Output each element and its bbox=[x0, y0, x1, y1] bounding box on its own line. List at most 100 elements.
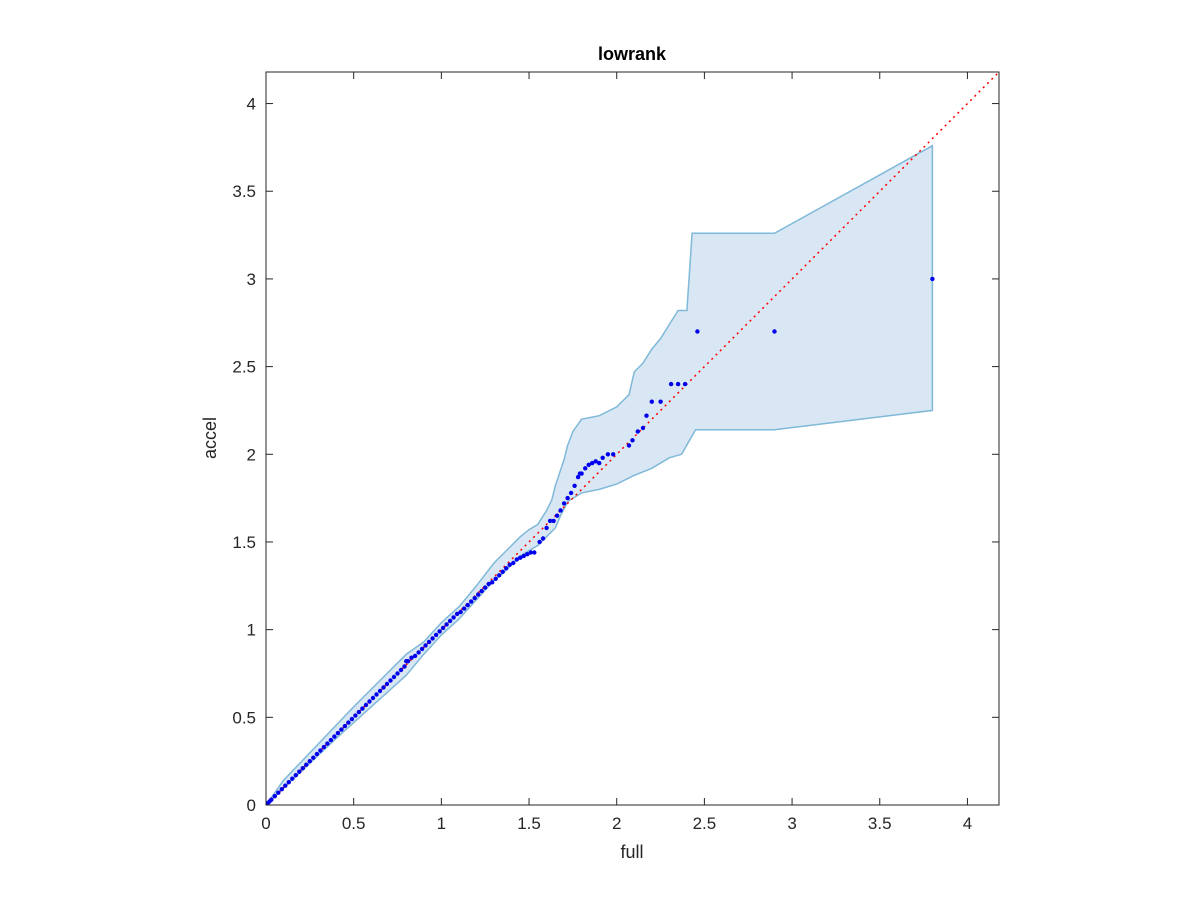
data-point bbox=[479, 588, 484, 594]
data-point bbox=[572, 483, 577, 488]
data-point bbox=[374, 692, 379, 697]
data-point bbox=[279, 787, 284, 792]
y-tick-label: 3.5 bbox=[232, 182, 256, 201]
data-point bbox=[568, 490, 574, 496]
data-point bbox=[454, 611, 460, 617]
x-tick-label: 2.5 bbox=[693, 814, 717, 833]
data-point bbox=[363, 702, 369, 708]
data-point bbox=[528, 550, 533, 555]
data-point bbox=[521, 553, 526, 559]
y-tick-label: 4 bbox=[247, 95, 256, 114]
axis-ticks-layer bbox=[265, 72, 999, 806]
data-point bbox=[458, 609, 463, 615]
data-point bbox=[395, 671, 400, 676]
x-axis-label: full bbox=[620, 842, 643, 862]
data-point bbox=[675, 381, 681, 387]
x-tick-label: 4 bbox=[963, 814, 972, 833]
y-tick-label: 2 bbox=[247, 445, 256, 464]
data-point bbox=[391, 674, 397, 680]
data-point bbox=[283, 783, 288, 788]
data-point bbox=[370, 695, 376, 701]
data-point bbox=[304, 762, 309, 767]
data-point bbox=[462, 606, 467, 611]
data-point bbox=[583, 466, 588, 471]
data-point bbox=[297, 769, 302, 774]
data-point bbox=[433, 632, 439, 638]
data-point bbox=[346, 720, 351, 725]
data-point bbox=[504, 566, 509, 571]
data-point bbox=[600, 455, 605, 460]
y-axis-label: accel bbox=[200, 417, 220, 459]
data-point bbox=[575, 474, 581, 480]
data-point bbox=[626, 443, 632, 448]
axes-box bbox=[265, 71, 1000, 806]
data-point bbox=[551, 518, 556, 524]
data-point bbox=[328, 737, 334, 743]
data-point bbox=[412, 653, 418, 659]
data-point bbox=[402, 664, 407, 669]
data-point bbox=[493, 576, 498, 581]
data-point bbox=[356, 709, 362, 715]
data-points-layer bbox=[265, 276, 935, 806]
data-point bbox=[640, 425, 646, 431]
x-tick-label: 0.5 bbox=[342, 814, 366, 833]
data-point bbox=[276, 790, 281, 795]
y-tick-label: 2.5 bbox=[232, 358, 256, 377]
data-point bbox=[405, 659, 411, 664]
data-point bbox=[547, 518, 553, 524]
data-point bbox=[360, 706, 365, 711]
data-point bbox=[593, 459, 598, 464]
data-point bbox=[353, 713, 358, 718]
data-point bbox=[579, 471, 584, 476]
data-point bbox=[644, 413, 649, 418]
data-point bbox=[554, 513, 560, 518]
data-point bbox=[269, 797, 274, 802]
data-point bbox=[423, 643, 428, 648]
data-point bbox=[565, 495, 570, 501]
data-point bbox=[451, 615, 456, 620]
data-point bbox=[558, 508, 563, 513]
data-point bbox=[518, 555, 523, 560]
data-point bbox=[367, 699, 372, 704]
data-point bbox=[409, 655, 414, 660]
data-point bbox=[497, 573, 502, 578]
data-point bbox=[325, 741, 330, 746]
tick-labels-layer: 0 0.5 1 1.5 2 2.5 3 3.5 4 0 0.5 1 1.5 2 2.5 3 3.5 4 bbox=[232, 95, 972, 833]
data-point bbox=[930, 276, 935, 282]
data-point bbox=[514, 557, 519, 562]
data-point bbox=[349, 716, 355, 722]
data-point bbox=[500, 569, 505, 574]
x-tick-label: 1.5 bbox=[517, 814, 541, 833]
x-tick-label: 3 bbox=[787, 814, 796, 833]
data-point bbox=[486, 581, 491, 587]
data-point bbox=[532, 550, 537, 555]
data-point bbox=[465, 602, 470, 608]
data-point bbox=[511, 560, 516, 566]
data-point bbox=[490, 580, 495, 585]
data-point bbox=[658, 399, 663, 404]
data-point bbox=[419, 646, 425, 652]
data-point bbox=[332, 734, 337, 739]
data-point bbox=[668, 381, 674, 387]
data-point bbox=[476, 592, 481, 597]
data-point bbox=[311, 755, 316, 760]
data-point bbox=[544, 525, 549, 531]
chart-title: lowrank bbox=[598, 44, 667, 64]
x-tick-label: 0 bbox=[261, 814, 270, 833]
y-tick-label: 3 bbox=[247, 270, 256, 289]
data-point bbox=[507, 562, 512, 567]
data-point bbox=[649, 399, 654, 404]
data-point bbox=[318, 748, 323, 753]
y-tick-label: 1 bbox=[247, 621, 256, 640]
data-point bbox=[342, 723, 348, 729]
y-tick-label: 0.5 bbox=[232, 708, 256, 727]
data-point bbox=[630, 438, 635, 443]
data-point bbox=[430, 636, 435, 641]
data-point bbox=[321, 744, 327, 750]
data-point bbox=[300, 766, 305, 771]
data-point bbox=[635, 429, 640, 434]
data-point bbox=[472, 595, 477, 601]
data-point bbox=[605, 452, 611, 457]
data-point bbox=[590, 460, 595, 466]
